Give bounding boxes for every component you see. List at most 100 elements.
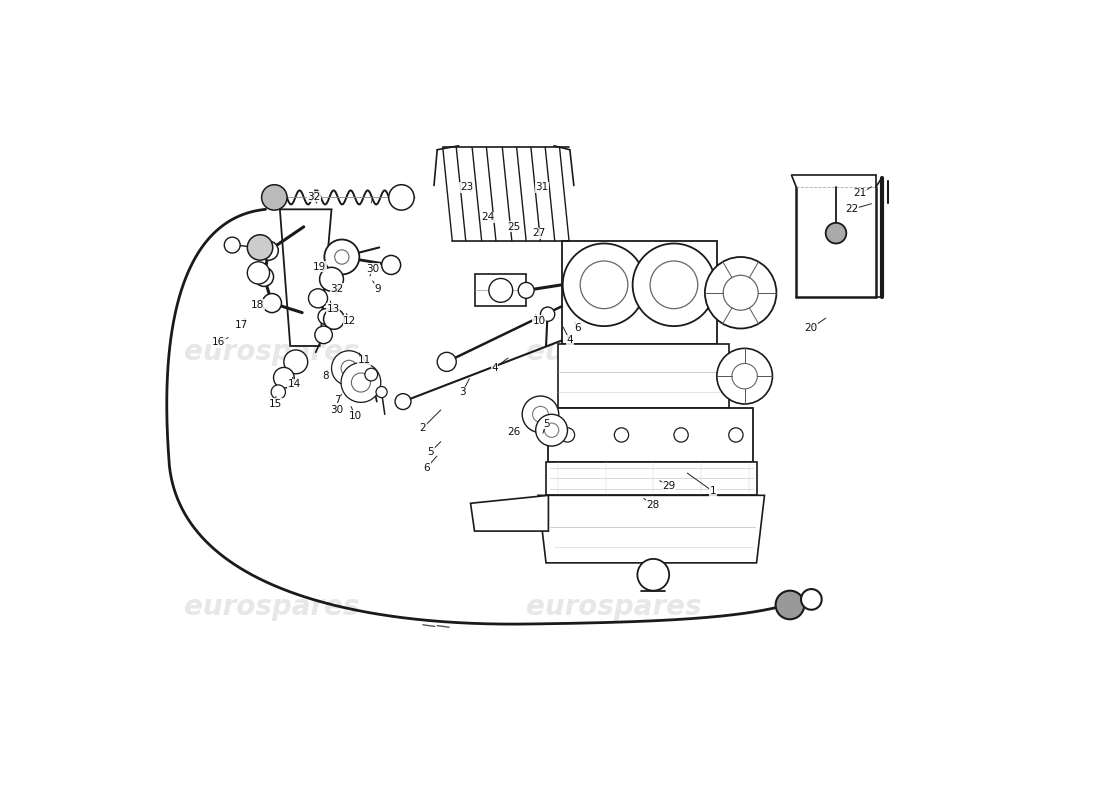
Circle shape [274, 367, 294, 388]
Text: 11: 11 [358, 355, 371, 366]
Circle shape [728, 428, 744, 442]
Text: 13: 13 [327, 304, 340, 314]
Circle shape [540, 307, 554, 322]
Circle shape [365, 368, 377, 381]
Text: 16: 16 [212, 337, 226, 347]
Circle shape [254, 267, 274, 286]
Circle shape [318, 309, 334, 325]
Text: 20: 20 [804, 323, 817, 334]
Polygon shape [471, 495, 549, 531]
Text: 28: 28 [647, 500, 660, 510]
Circle shape [776, 590, 804, 619]
Circle shape [674, 428, 689, 442]
Text: 4: 4 [491, 363, 497, 374]
Polygon shape [549, 408, 752, 462]
Circle shape [544, 423, 559, 438]
Text: 1: 1 [710, 486, 716, 496]
Circle shape [637, 559, 669, 590]
Text: 9: 9 [374, 284, 381, 294]
Text: 5: 5 [542, 419, 549, 429]
Polygon shape [279, 210, 331, 346]
Circle shape [732, 363, 757, 389]
Text: 7: 7 [333, 395, 340, 405]
Text: 17: 17 [235, 319, 249, 330]
Circle shape [437, 352, 456, 371]
Text: 14: 14 [287, 379, 300, 389]
Circle shape [272, 385, 286, 399]
Circle shape [522, 396, 559, 433]
Circle shape [260, 241, 278, 260]
Circle shape [376, 386, 387, 398]
Text: 2: 2 [419, 423, 426, 433]
Circle shape [334, 250, 349, 264]
Circle shape [263, 294, 282, 313]
Circle shape [388, 185, 415, 210]
Text: 23: 23 [460, 182, 473, 192]
Circle shape [351, 373, 371, 392]
Circle shape [650, 261, 697, 309]
Circle shape [395, 394, 411, 410]
Text: 25: 25 [507, 222, 521, 232]
Circle shape [315, 326, 332, 343]
Text: 24: 24 [482, 212, 495, 222]
Circle shape [488, 278, 513, 302]
Circle shape [536, 414, 568, 446]
Text: 30: 30 [330, 406, 343, 415]
Text: 8: 8 [322, 371, 329, 381]
Circle shape [248, 262, 270, 284]
Text: 5: 5 [428, 446, 435, 457]
Polygon shape [562, 241, 717, 344]
Circle shape [308, 289, 328, 308]
Text: 31: 31 [536, 182, 549, 192]
Circle shape [801, 589, 822, 610]
Text: 30: 30 [366, 264, 379, 274]
Polygon shape [538, 495, 764, 563]
Text: eurospares: eurospares [526, 593, 702, 621]
Polygon shape [558, 344, 728, 408]
Text: eurospares: eurospares [184, 593, 360, 621]
Text: 26: 26 [507, 426, 521, 437]
Text: 22: 22 [845, 204, 858, 214]
Circle shape [580, 261, 628, 309]
Text: 21: 21 [854, 189, 867, 198]
Text: 18: 18 [251, 300, 264, 310]
Circle shape [614, 428, 629, 442]
Text: 12: 12 [343, 315, 356, 326]
Circle shape [331, 350, 366, 386]
Text: 4: 4 [566, 335, 573, 346]
Circle shape [320, 267, 343, 291]
Circle shape [341, 360, 358, 376]
Circle shape [248, 234, 273, 260]
Circle shape [560, 428, 574, 442]
Text: 15: 15 [270, 399, 283, 409]
Text: eurospares: eurospares [526, 338, 702, 366]
Circle shape [563, 243, 646, 326]
Polygon shape [474, 274, 526, 306]
Polygon shape [546, 462, 757, 495]
Circle shape [224, 237, 240, 253]
Circle shape [826, 223, 846, 243]
Text: 19: 19 [314, 262, 327, 271]
Text: 32: 32 [330, 284, 343, 294]
Circle shape [284, 350, 308, 374]
Text: 6: 6 [424, 462, 430, 473]
Text: 29: 29 [662, 481, 675, 490]
Circle shape [341, 362, 381, 402]
Text: 27: 27 [532, 228, 546, 238]
Circle shape [382, 255, 400, 274]
Circle shape [324, 239, 360, 274]
Circle shape [323, 309, 344, 330]
Circle shape [262, 185, 287, 210]
Text: eurospares: eurospares [184, 338, 360, 366]
Text: 6: 6 [574, 323, 581, 334]
Text: 3: 3 [460, 387, 466, 397]
Circle shape [717, 348, 772, 404]
Circle shape [705, 257, 777, 329]
Circle shape [723, 275, 758, 310]
Circle shape [518, 282, 535, 298]
Text: 10: 10 [532, 315, 546, 326]
Text: 32: 32 [307, 192, 321, 202]
Circle shape [632, 243, 715, 326]
Text: 10: 10 [349, 411, 362, 421]
Circle shape [532, 406, 549, 422]
